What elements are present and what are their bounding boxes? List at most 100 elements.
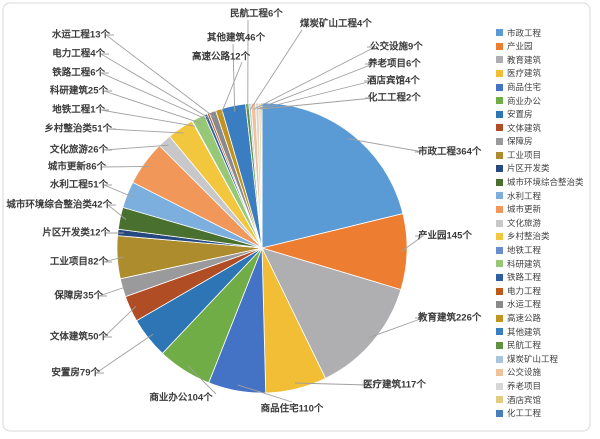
leader-line-3 xyxy=(294,382,369,386)
leader-line-20 xyxy=(104,34,215,118)
leader-line-22 xyxy=(232,43,236,112)
legend-item: 其他建筑 xyxy=(496,325,592,339)
legend-swatch-icon xyxy=(496,314,503,322)
legend-item: 医疗建筑 xyxy=(496,67,592,81)
legend-swatch-icon xyxy=(496,260,503,268)
slice-label-1: 产业园145个 xyxy=(418,230,472,242)
legend-label: 工业项目 xyxy=(507,149,542,160)
pie-slice-2 xyxy=(261,247,402,379)
legend-label: 市政工程 xyxy=(507,27,542,38)
leader-line-7 xyxy=(102,306,137,338)
legend-swatch-icon xyxy=(496,97,503,105)
legend-label: 安置房 xyxy=(507,109,533,120)
legend-swatch-icon xyxy=(496,341,503,349)
legend-swatch-icon xyxy=(496,83,503,91)
legend-item: 乡村整治类 xyxy=(496,230,592,244)
leader-line-8 xyxy=(98,285,129,297)
pie-slice-28 xyxy=(260,102,263,249)
slice-label-11: 城市环境综合整治类42个 xyxy=(6,199,112,211)
legend-swatch-icon xyxy=(496,206,503,214)
leader-line-9 xyxy=(103,256,124,263)
slice-label-14: 文化旅游26个 xyxy=(49,144,109,156)
legend-item: 商业办公 xyxy=(496,94,592,108)
slice-label-19: 电力工程4个 xyxy=(52,48,105,60)
leader-line-16 xyxy=(100,109,196,127)
leader-line-21 xyxy=(220,61,243,116)
legend-swatch-icon xyxy=(496,273,503,281)
leader-line-2 xyxy=(367,317,424,339)
legend-item: 水运工程 xyxy=(496,298,592,312)
slice-label-26: 养老项目6个 xyxy=(367,58,421,70)
legend-label: 科研建筑 xyxy=(507,258,542,269)
legend-item: 养老项目 xyxy=(496,379,592,393)
legend-item: 城市更新 xyxy=(496,203,592,217)
slice-label-20: 水运工程13个 xyxy=(52,29,111,41)
leader-line-1 xyxy=(400,235,425,252)
legend-swatch-icon xyxy=(496,287,503,295)
legend-swatch-icon xyxy=(496,369,503,377)
legend-swatch-icon xyxy=(496,382,503,390)
legend-item: 电力工程 xyxy=(496,284,592,298)
legend-label: 电力工程 xyxy=(507,285,542,296)
legend-swatch-icon xyxy=(496,192,503,200)
pie-slice-0 xyxy=(261,102,404,249)
leader-line-6 xyxy=(94,333,154,374)
legend-swatch-icon xyxy=(496,110,503,118)
legend-swatch-icon xyxy=(496,409,503,417)
leader-line-26 xyxy=(257,63,374,110)
legend-swatch-icon xyxy=(496,151,503,159)
slice-label-18: 铁路工程6个 xyxy=(52,67,105,79)
legend-swatch-icon xyxy=(496,42,503,50)
legend-swatch-icon xyxy=(496,396,503,404)
leader-line-4 xyxy=(237,384,293,403)
legend-label: 水运工程 xyxy=(507,299,542,310)
legend-label: 民航工程 xyxy=(507,340,542,351)
leader-line-11 xyxy=(106,204,127,220)
slice-label-13: 城市更新86个 xyxy=(48,161,107,173)
leader-line-17 xyxy=(103,90,202,124)
slice-label-23: 民航工程6个 xyxy=(230,8,283,20)
legend-item: 化工工程 xyxy=(496,407,592,421)
legend-label: 水利工程 xyxy=(507,190,542,201)
legend-item: 铁路工程 xyxy=(496,271,592,285)
legend-label: 其他建筑 xyxy=(507,326,542,337)
leader-line-12 xyxy=(103,184,133,198)
legend-item: 片区开发类 xyxy=(496,162,592,176)
legend-label: 高速公路 xyxy=(507,313,542,324)
legend-swatch-icon xyxy=(496,328,503,336)
legend-item: 商品住宅 xyxy=(496,80,592,94)
legend-label: 产业园 xyxy=(507,41,533,52)
legend-item: 高速公路 xyxy=(496,311,592,325)
slice-label-5: 商业办公104个 xyxy=(149,392,213,404)
legend-swatch-icon xyxy=(496,246,503,254)
legend-swatch-icon xyxy=(496,178,503,186)
legend-swatch-icon xyxy=(496,355,503,363)
chart-border xyxy=(2,2,591,432)
slice-label-9: 工业项目82个 xyxy=(50,256,109,268)
leader-line-27 xyxy=(259,80,373,110)
legend-label: 煤炭矿山工程 xyxy=(507,353,559,364)
legend-label: 公交设施 xyxy=(507,367,542,378)
pie-slices xyxy=(116,102,408,394)
legend-item: 文化旅游 xyxy=(496,216,592,230)
legend-item: 科研建筑 xyxy=(496,257,592,271)
legend-label: 教育建筑 xyxy=(507,54,542,65)
legend-swatch-icon xyxy=(496,301,503,309)
slice-label-28: 化工工程2个 xyxy=(368,92,421,104)
leader-line-25 xyxy=(253,46,376,110)
leader-line-5 xyxy=(187,364,217,395)
legend-label: 化工工程 xyxy=(507,408,542,419)
legend-swatch-icon xyxy=(496,29,503,37)
legend: 市政工程 产业园 教育建筑 医疗建筑 商品住宅 商业办公 安置房 文体建筑 保障房 工业项目 片区开… xyxy=(496,26,592,420)
slice-label-7: 文体建筑50个 xyxy=(49,331,109,343)
slice-label-25: 公交设施9个 xyxy=(370,41,423,53)
legend-item: 煤炭矿山工程 xyxy=(496,352,592,366)
legend-label: 乡村整治类 xyxy=(507,231,550,242)
legend-swatch-icon xyxy=(496,219,503,227)
legend-label: 城市环境综合整治类 xyxy=(507,177,584,188)
legend-label: 商品住宅 xyxy=(507,81,542,92)
legend-label: 文化旅游 xyxy=(507,217,542,228)
